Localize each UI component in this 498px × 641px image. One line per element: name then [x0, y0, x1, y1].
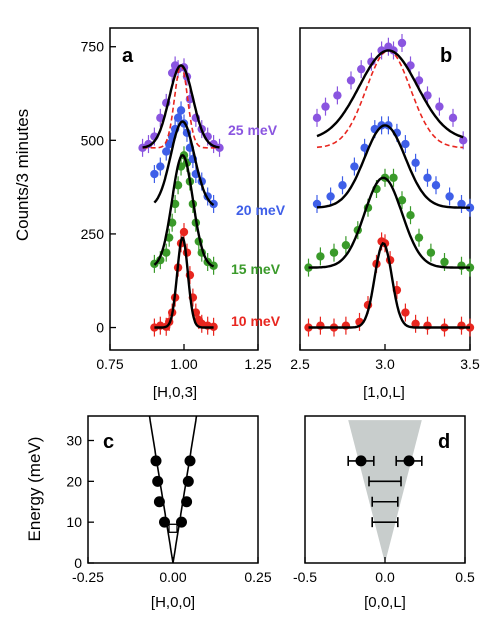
- data-point: [154, 496, 165, 507]
- x-tick-label: 0.75: [96, 356, 123, 372]
- data-point: [150, 170, 158, 178]
- data-point: [357, 65, 365, 73]
- panel-c: c [H,0,0] Energy (meV) -0.25 0.00 0.25 0 10…: [25, 416, 272, 611]
- series-label-20mev: 20 meV: [236, 202, 286, 218]
- panel-a-xlabel: [H,0,3]: [153, 384, 197, 401]
- data-point: [427, 248, 435, 256]
- dispersion-curve: [173, 416, 197, 563]
- y-tick-label: 10: [66, 514, 82, 530]
- panel-a: a [H,0,3] Counts/3 minutes 0.75 1.00 1.25 …: [13, 28, 272, 401]
- data-point: [401, 140, 409, 148]
- data-point: [401, 308, 409, 316]
- series-label-15mev: 15 meV: [231, 261, 281, 277]
- open-point: [169, 524, 177, 532]
- panel-b-plot: [304, 34, 474, 337]
- data-point: [411, 159, 419, 167]
- panel-a-xticks: 0.75 1.00 1.25: [96, 344, 271, 372]
- data-point: [389, 174, 397, 182]
- panel-d-xticks: -0.5 0.0 0.5: [293, 557, 475, 585]
- data-point: [156, 162, 164, 170]
- panel-d-plot: [348, 420, 422, 563]
- data-point: [330, 248, 338, 256]
- y-tick-label: 0: [96, 320, 104, 336]
- data-point: [342, 241, 350, 249]
- series-label-10mev: 10 meV: [231, 313, 281, 329]
- data-point: [313, 114, 321, 122]
- panel-c-yticks: 0 10 20 30: [66, 433, 94, 572]
- dispersion-curve: [150, 416, 174, 563]
- panel-d-label: d: [438, 431, 450, 453]
- x-tick-label: 2.5: [290, 356, 310, 372]
- data-point: [432, 181, 440, 189]
- data-point: [152, 476, 163, 487]
- y-tick-label: 750: [81, 39, 105, 55]
- x-tick-label: 3.0: [375, 356, 395, 372]
- data-point: [423, 174, 431, 182]
- panel-c-label: c: [103, 431, 114, 453]
- panel-a-plot: [138, 56, 223, 336]
- x-tick-label: 1.00: [170, 356, 197, 372]
- data-point: [338, 181, 346, 189]
- x-tick-label: 1.25: [244, 356, 271, 372]
- panel-b-frame: [300, 28, 470, 350]
- data-point: [185, 455, 196, 466]
- data-point: [181, 496, 192, 507]
- x-tick-label: 0.00: [159, 569, 186, 585]
- x-tick-label: 3.5: [460, 356, 480, 372]
- data-point: [183, 476, 194, 487]
- data-point: [350, 162, 358, 170]
- data-point: [449, 114, 457, 122]
- panel-c-plot: [150, 416, 197, 563]
- panel-d-xlabel: [0,0,L]: [364, 594, 406, 611]
- y-tick-label: 250: [81, 226, 105, 242]
- data-point: [415, 233, 423, 241]
- data-point: [151, 455, 162, 466]
- series-10-meV: [304, 232, 474, 336]
- y-tick-label: 20: [66, 473, 82, 489]
- data-point: [356, 455, 367, 466]
- panel-c-ylabel: Energy (meV): [25, 437, 44, 542]
- data-point: [440, 258, 448, 266]
- series-label-25mev: 25 meV: [228, 122, 278, 138]
- panel-d: d [0,0,L] -0.5 0.0 0.5: [293, 416, 475, 611]
- y-tick-label: 30: [66, 433, 82, 449]
- x-tick-label: 0.5: [455, 569, 475, 585]
- panel-b-label: b: [440, 45, 452, 67]
- data-point: [316, 252, 324, 260]
- panel-c-xlabel: [H,0,0]: [151, 594, 195, 611]
- series-10-meV: [150, 223, 218, 336]
- resolution-cone: [348, 420, 422, 563]
- y-tick-label: 0: [74, 555, 82, 571]
- panel-b-xlabel: [1,0,L]: [363, 384, 405, 401]
- data-point: [435, 102, 443, 110]
- x-tick-label: 0.25: [244, 569, 271, 585]
- x-tick-label: 0.0: [375, 569, 395, 585]
- x-tick-label: -0.25: [72, 569, 104, 585]
- data-point: [445, 192, 453, 200]
- data-point: [404, 455, 415, 466]
- data-point: [398, 39, 406, 47]
- data-point: [180, 228, 188, 236]
- x-tick-label: -0.5: [293, 569, 317, 585]
- panel-b: b [1,0,L] 2.5 3.0 3.5: [290, 28, 480, 401]
- data-point: [333, 91, 341, 99]
- data-point: [406, 211, 414, 219]
- data-point: [321, 102, 329, 110]
- data-point: [347, 76, 355, 84]
- data-point: [177, 106, 185, 114]
- panel-a-label: a: [122, 45, 134, 67]
- y-tick-label: 500: [81, 132, 105, 148]
- data-point: [326, 192, 334, 200]
- panel-a-ylabel: Counts/3 minutes: [13, 109, 32, 241]
- panel-b-xticks: 2.5 3.0 3.5: [290, 344, 480, 372]
